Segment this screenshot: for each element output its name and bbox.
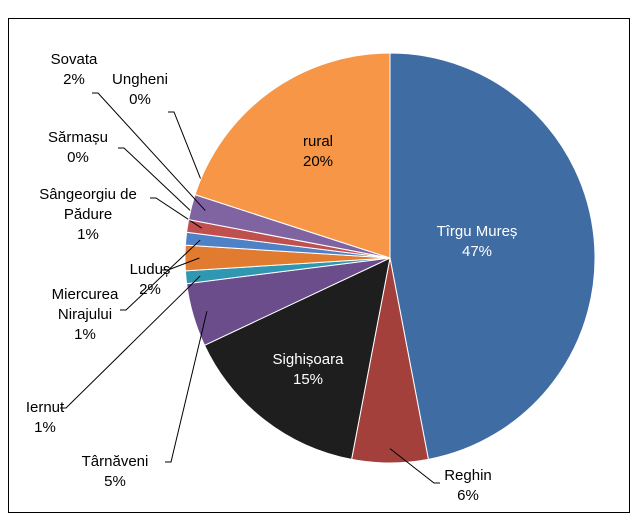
slice-percent: 0% [129, 91, 151, 108]
slice-label: Sângeorgiu de Pădure 1% [18, 185, 158, 245]
slice-percent: 5% [104, 473, 126, 490]
slice-name: Sovata [50, 51, 98, 68]
slice-label: Miercurea Nirajului 1% [25, 285, 145, 345]
pie-slice [389, 52, 596, 460]
slice-percent: 15% [292, 371, 324, 388]
slice-label: Târnăveni 5% [65, 452, 165, 492]
slice-percent: 6% [457, 487, 479, 504]
leader-line [118, 147, 204, 223]
pie-slice [203, 257, 391, 460]
leader-line [168, 111, 210, 200]
slice-percent: 2% [63, 71, 85, 88]
slice-percent: 1% [74, 326, 96, 343]
slice-name: Sărmașu [47, 129, 109, 146]
slice-label: Sighișoara 15% [248, 350, 368, 390]
slice-name: Iernut [25, 399, 65, 416]
slice-label: Sovata 2% [39, 50, 109, 90]
slice-percent: 47% [461, 243, 493, 260]
leader-line [389, 448, 440, 484]
slice-label: rural 20% [278, 132, 358, 172]
slice-name: Ungheni [112, 71, 168, 88]
slice-label: Ungheni 0% [105, 70, 175, 110]
slice-name: Miercurea Nirajului [51, 286, 119, 323]
slice-name: Reghin [444, 467, 492, 484]
slice-name: rural [302, 133, 333, 150]
slice-label: Iernut 1% [15, 398, 75, 438]
slice-name: Sighișoara [272, 351, 344, 368]
slice-name: Tîrgu Mureș [436, 223, 518, 240]
slice-label: Tîrgu Mureș 47% [377, 222, 577, 262]
slice-percent: 2% [139, 281, 161, 298]
slice-percent: 1% [77, 226, 99, 243]
slice-label: Sărmașu 0% [28, 128, 128, 168]
leader-line [60, 275, 201, 409]
slice-name: Sângeorgiu de Pădure [39, 186, 137, 223]
leader-line [150, 197, 202, 229]
leader-line [92, 92, 206, 211]
slice-percent: 20% [302, 153, 334, 170]
slice-name: Târnăveni [81, 453, 149, 470]
slice-percent: 0% [67, 149, 89, 166]
leader-line [120, 239, 201, 311]
pie-slice [194, 52, 391, 259]
slice-percent: 1% [34, 419, 56, 436]
slice-name: Luduș [129, 261, 171, 278]
leader-line [165, 311, 208, 463]
slice-label: Luduș 2% [120, 260, 180, 300]
slice-label: Reghin 6% [428, 466, 508, 506]
